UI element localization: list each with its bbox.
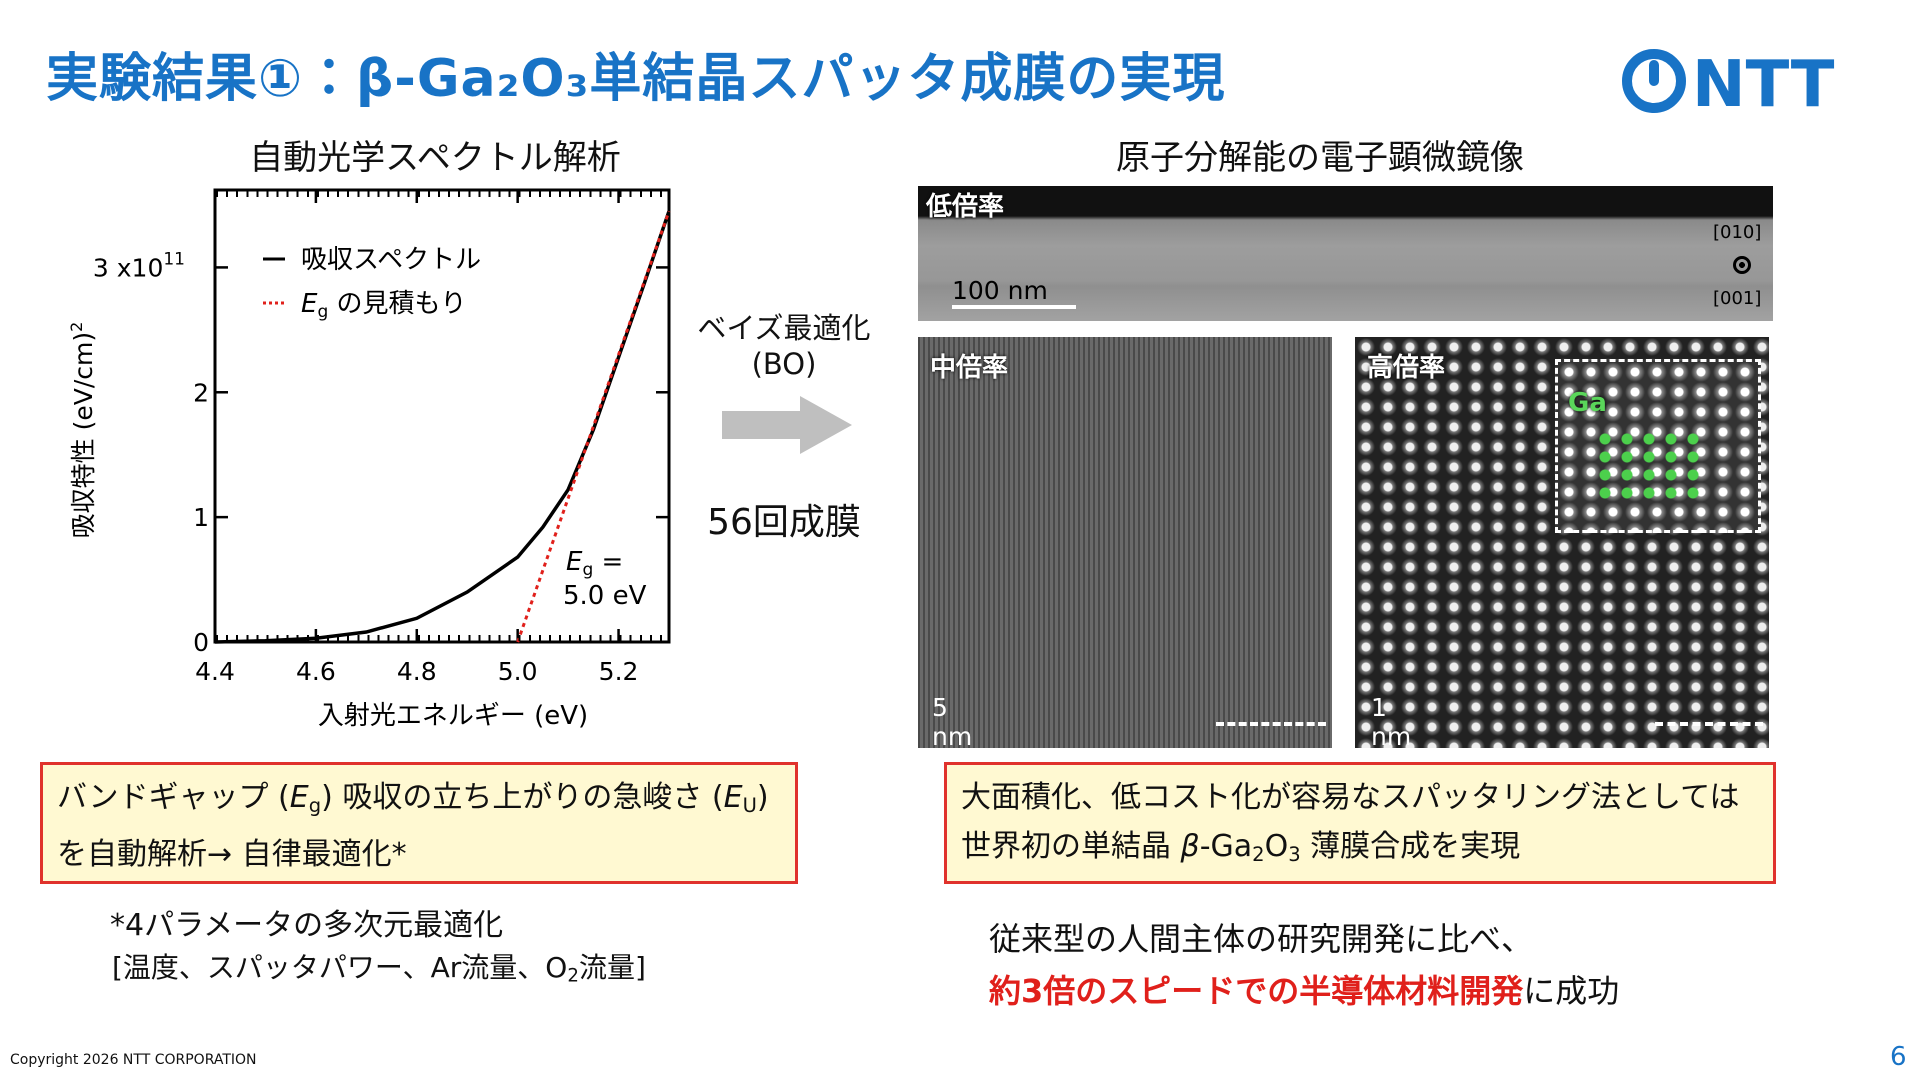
logo-mark bbox=[1622, 49, 1686, 113]
series-line bbox=[214, 210, 671, 644]
panel-heading: 自動光学スペクトル解析 bbox=[249, 138, 621, 178]
direction-mark bbox=[1733, 256, 1751, 274]
box-line: 大面積化、低コスト化が容易なスパッタリング法としては bbox=[961, 780, 1740, 815]
text: 流量] bbox=[578, 951, 646, 984]
y-tick-label: 0 bbox=[193, 628, 209, 657]
left-box: バンドギャップ (Eg) 吸収の立ち上がりの急峻さ (EU) を自動解析→ 自律… bbox=[40, 762, 798, 884]
text: に成功 bbox=[1523, 972, 1620, 1010]
page-number: 6 bbox=[1890, 1042, 1907, 1072]
logo-mark bbox=[1649, 60, 1659, 86]
image-label: 高倍率 bbox=[1367, 353, 1446, 383]
text: ) 吸収の立ち上がりの急峻さ ( bbox=[321, 780, 724, 815]
high-mag-image: 高倍率 Ga 1 nm bbox=[1355, 337, 1769, 748]
mid-mag-image: 中倍率 5 nm bbox=[918, 337, 1332, 748]
text: E bbox=[723, 780, 743, 815]
legend-text: 吸収スペクトル bbox=[301, 245, 481, 275]
x-tick-label: 4.8 bbox=[397, 657, 437, 686]
slide-title: 実験結果①：β-Ga₂O₃単結晶スパッタ成膜の実現 bbox=[46, 49, 1226, 109]
image-label: 低倍率 bbox=[926, 192, 1005, 222]
highlight: 約3倍のスピードでの半導体材料開発 bbox=[989, 972, 1524, 1010]
copyright: Copyright 2026 NTT CORPORATION bbox=[10, 1052, 257, 1068]
inset: Ga bbox=[1555, 359, 1761, 533]
conclusion: 約3倍のスピードでの半導体材料開発に成功 bbox=[989, 966, 1619, 1012]
arrow bbox=[722, 396, 852, 454]
box-line: バンドギャップ (Eg) 吸収の立ち上がりの急峻さ (EU) bbox=[57, 773, 781, 830]
text: [温度、スパッタパワー、Ar流量、O bbox=[112, 951, 568, 984]
method-label: ベイズ最適化 bbox=[697, 311, 871, 345]
plot-frame bbox=[213, 188, 671, 644]
atom-label: Ga bbox=[1568, 388, 1607, 418]
x-tick-label: 5.2 bbox=[599, 657, 639, 686]
ntt-logo: NTT bbox=[1622, 48, 1835, 116]
runs-label: 56回成膜 bbox=[707, 502, 861, 543]
text: -Ga bbox=[1199, 829, 1253, 864]
direction-label: [001] bbox=[1713, 288, 1762, 309]
scale-bar: 5 nm bbox=[932, 693, 988, 748]
text: U bbox=[742, 793, 757, 817]
box-line: を自動解析→ 自律最適化* bbox=[57, 836, 407, 872]
minor-ticks bbox=[216, 635, 668, 641]
text: O bbox=[1264, 829, 1289, 864]
text: 世界初の単結晶 bbox=[961, 829, 1181, 864]
low-mag-image: 低倍率 100 nm [010] [001] bbox=[918, 186, 1773, 321]
image-label: 中倍率 bbox=[930, 353, 1009, 383]
text: g bbox=[308, 793, 322, 817]
text: β bbox=[1180, 829, 1200, 864]
footnote: *4パラメータの多次元最適化 bbox=[110, 908, 504, 943]
annotation: 5.0 eV bbox=[563, 581, 647, 611]
footnote: [温度、スパッタパワー、Ar流量、O2流量] bbox=[112, 946, 646, 987]
legend-text: Eg の見積もり bbox=[301, 289, 467, 322]
text: 2 bbox=[1252, 842, 1265, 866]
conclusion: 従来型の人間主体の研究開発に比べ、 bbox=[989, 920, 1534, 958]
right-box: 大面積化、低コスト化が容易なスパッタリング法としては 世界初の単結晶 β-Ga2… bbox=[944, 762, 1776, 884]
ga-atoms bbox=[1594, 430, 1704, 500]
y-axis-label: 吸収特性 (eV/cm)2 bbox=[67, 322, 98, 539]
dashed-line bbox=[1216, 722, 1326, 726]
text: 2 bbox=[567, 965, 579, 987]
scale-bar: 100 nm bbox=[952, 276, 1076, 309]
box-line: 世界初の単結晶 β-Ga2O3 薄膜合成を実現 bbox=[961, 822, 1759, 879]
y-tick-label: 3 x1011 bbox=[93, 249, 185, 282]
y-tick-label: 1 bbox=[193, 503, 209, 532]
x-tick-label: 4.4 bbox=[195, 657, 235, 686]
text: E bbox=[289, 780, 309, 815]
logo-text: NTT bbox=[1692, 48, 1835, 116]
y-tick-label: 3 x10 bbox=[93, 253, 163, 282]
annotation: Eg = bbox=[566, 547, 623, 580]
y-tick-exponent: 11 bbox=[163, 249, 185, 269]
text: ) bbox=[756, 780, 769, 815]
dashed-line bbox=[1655, 722, 1763, 726]
panel-heading: 原子分解能の電子顕微鏡像 bbox=[1116, 138, 1524, 178]
text: バンドギャップ ( bbox=[57, 780, 290, 815]
y-tick-label: 2 bbox=[193, 378, 209, 407]
scale-bar: 1 nm bbox=[1371, 693, 1431, 748]
x-axis-label: 入射光エネルギー (eV) bbox=[318, 701, 588, 731]
text: 薄膜合成を実現 bbox=[1300, 829, 1521, 864]
method-label: (BO) bbox=[751, 347, 817, 381]
text: 3 bbox=[1288, 842, 1301, 866]
direction-label: [010] bbox=[1713, 222, 1762, 243]
minor-ticks bbox=[216, 191, 668, 197]
x-tick-label: 4.6 bbox=[296, 657, 336, 686]
x-tick-label: 5.0 bbox=[498, 657, 538, 686]
